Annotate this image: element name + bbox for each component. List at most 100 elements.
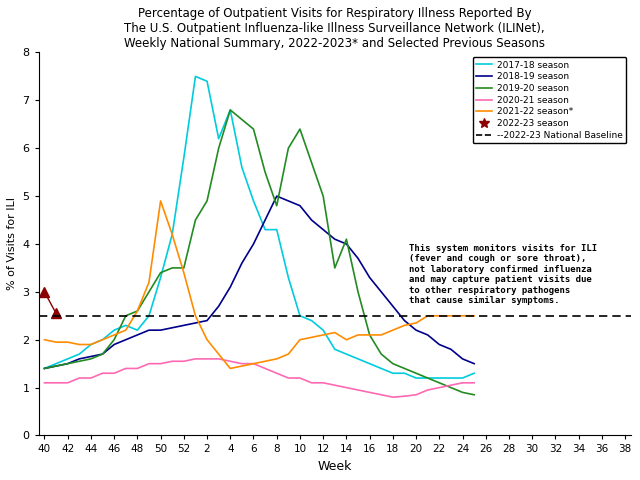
2021-22 season* <box>99 337 106 343</box>
2017-18 season <box>134 327 141 333</box>
Line: 2021-22 season*: 2021-22 season* <box>44 201 474 369</box>
2020-21 season <box>227 359 234 364</box>
2019-20 season <box>215 145 223 151</box>
2019-20 season <box>134 308 141 314</box>
2019-20 season <box>157 270 164 276</box>
2019-20 season <box>238 117 246 122</box>
2019-20 season <box>308 160 316 166</box>
2021-22 season* <box>447 313 455 319</box>
2021-22 season* <box>366 332 374 338</box>
2020-21 season <box>250 361 257 367</box>
2017-18 season <box>168 231 176 237</box>
2018-19 season <box>215 303 223 309</box>
2018-19 season <box>227 284 234 290</box>
2017-18 season <box>424 375 431 381</box>
2017-18 season <box>76 351 83 357</box>
2019-20 season <box>447 385 455 391</box>
2021-22 season* <box>227 366 234 372</box>
2021-22 season* <box>52 339 60 345</box>
Legend: 2017-18 season, 2018-19 season, 2019-20 season, 2020-21 season, 2021-22 season*,: 2017-18 season, 2018-19 season, 2019-20 … <box>472 57 627 144</box>
2021-22 season* <box>87 342 95 348</box>
2018-19 season <box>238 260 246 266</box>
2021-22 season* <box>459 313 467 319</box>
2017-18 season <box>389 371 397 376</box>
2018-19 season <box>378 289 385 295</box>
2019-20 season <box>122 313 129 319</box>
2021-22 season* <box>389 327 397 333</box>
2020-21 season <box>331 383 339 388</box>
2018-19 season <box>273 193 280 199</box>
2021-22 season* <box>145 279 153 285</box>
2019-20 season <box>435 380 443 386</box>
2020-21 season <box>308 380 316 386</box>
2018-19 season <box>64 361 72 367</box>
2019-20 season <box>204 198 211 204</box>
2020-21 season <box>424 387 431 393</box>
2019-20 season <box>401 366 408 372</box>
2017-18 season <box>238 165 246 170</box>
2017-18 season <box>366 361 374 367</box>
2018-19 season <box>191 320 199 326</box>
2018-19 season <box>76 356 83 362</box>
2020-21 season <box>76 375 83 381</box>
2021-22 season* <box>319 332 327 338</box>
2018-19 season <box>447 347 455 352</box>
2018-19 season <box>412 327 420 333</box>
2021-22 season* <box>296 337 304 343</box>
2020-21 season <box>296 375 304 381</box>
2020-21 season <box>40 380 48 386</box>
2021-22 season* <box>157 198 164 204</box>
2017-18 season <box>87 342 95 348</box>
2018-19 season <box>168 325 176 331</box>
2019-20 season <box>378 351 385 357</box>
2018-19 season <box>435 342 443 348</box>
2021-22 season* <box>273 356 280 362</box>
2021-22 season* <box>342 337 350 343</box>
2019-20 season <box>424 375 431 381</box>
2019-20 season <box>40 366 48 372</box>
2017-18 season <box>180 155 188 161</box>
2020-21 season <box>145 361 153 367</box>
2017-18 season <box>412 375 420 381</box>
2020-21 season <box>134 366 141 372</box>
2018-19 season <box>308 217 316 223</box>
2017-18 season <box>122 323 129 328</box>
2019-20 season <box>273 203 280 209</box>
2021-22 season* <box>354 332 362 338</box>
2019-20 season <box>261 169 269 175</box>
2018-19 season <box>389 303 397 309</box>
2017-18 season <box>285 275 292 280</box>
2020-21 season <box>122 366 129 372</box>
2017-18 season <box>447 375 455 381</box>
2020-21 season <box>261 366 269 372</box>
2020-21 season <box>180 359 188 364</box>
2018-19 season <box>250 241 257 247</box>
Y-axis label: % of Visits for ILI: % of Visits for ILI <box>7 197 17 290</box>
2019-20 season <box>76 359 83 364</box>
2018-19 season <box>285 198 292 204</box>
2019-20 season <box>296 126 304 132</box>
2018-19 season <box>40 366 48 372</box>
2017-18 season <box>342 351 350 357</box>
2018-19 season <box>354 255 362 261</box>
2020-21 season <box>110 371 118 376</box>
2017-18 season <box>435 375 443 381</box>
Text: This system monitors visits for ILI
(fever and cough or sore throat),
not labora: This system monitors visits for ILI (fev… <box>409 244 597 305</box>
2020-21 season <box>470 380 478 386</box>
2020-21 season <box>319 380 327 386</box>
2020-21 season <box>354 387 362 393</box>
2017-18 season <box>215 136 223 142</box>
2020-21 season <box>157 361 164 367</box>
2021-22 season* <box>250 361 257 367</box>
2018-19 season <box>87 354 95 360</box>
2021-22 season* <box>204 337 211 343</box>
2018-19 season <box>180 323 188 328</box>
2020-21 season <box>191 356 199 362</box>
2021-22 season* <box>308 335 316 340</box>
2020-21 season <box>64 380 72 386</box>
2017-18 season <box>110 327 118 333</box>
2019-20 season <box>99 351 106 357</box>
2019-20 season <box>250 126 257 132</box>
2018-19 season <box>99 351 106 357</box>
2020-21 season <box>447 383 455 388</box>
